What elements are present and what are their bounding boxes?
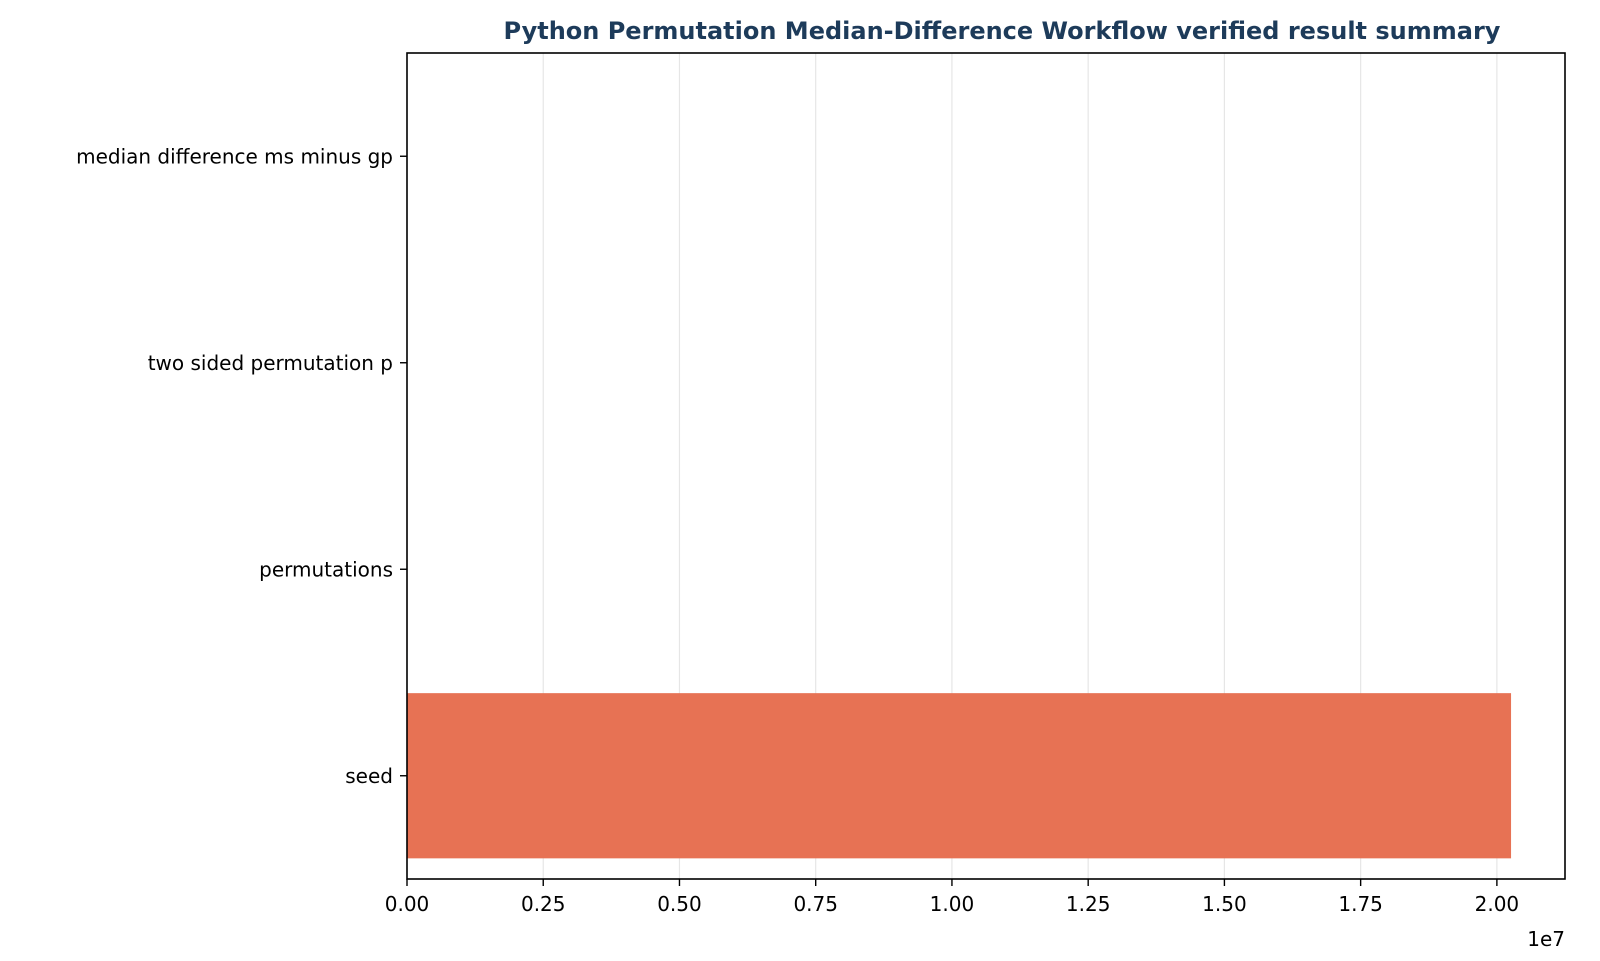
chart-title: Python Permutation Median-Difference Wor…: [504, 17, 1501, 45]
y-tick-label: permutations: [259, 557, 393, 581]
bar-seed: [407, 693, 1512, 859]
x-tick-label: 1.50: [1202, 892, 1247, 916]
x-tick-label: 0.00: [385, 892, 430, 916]
x-tick-label: 0.75: [793, 892, 838, 916]
x-tick-label: 0.50: [657, 892, 702, 916]
x-tick-label: 1.00: [930, 892, 975, 916]
plot-frame: [406, 52, 1566, 880]
bars: [407, 73, 1512, 859]
y-tick-label: two sided permutation p: [148, 351, 393, 375]
x-tick-label: 1.25: [1066, 892, 1111, 916]
x-axis-offset-label: 1e7: [1527, 927, 1565, 951]
y-tick-label: median difference ms minus gp: [76, 144, 393, 168]
x-tick-label: 0.25: [521, 892, 566, 916]
grid: [542, 53, 1498, 879]
x-tick-label: 1.75: [1338, 892, 1383, 916]
x-tick-label: 2.00: [1475, 892, 1520, 916]
x-axis: 0.00 0.25 0.50 0.75 1.00 1.25 1.50 1.75 2.00: [385, 879, 1519, 916]
y-axis: seed permutations two sided permutation p m…: [76, 144, 407, 788]
y-tick-label: seed: [345, 764, 393, 788]
